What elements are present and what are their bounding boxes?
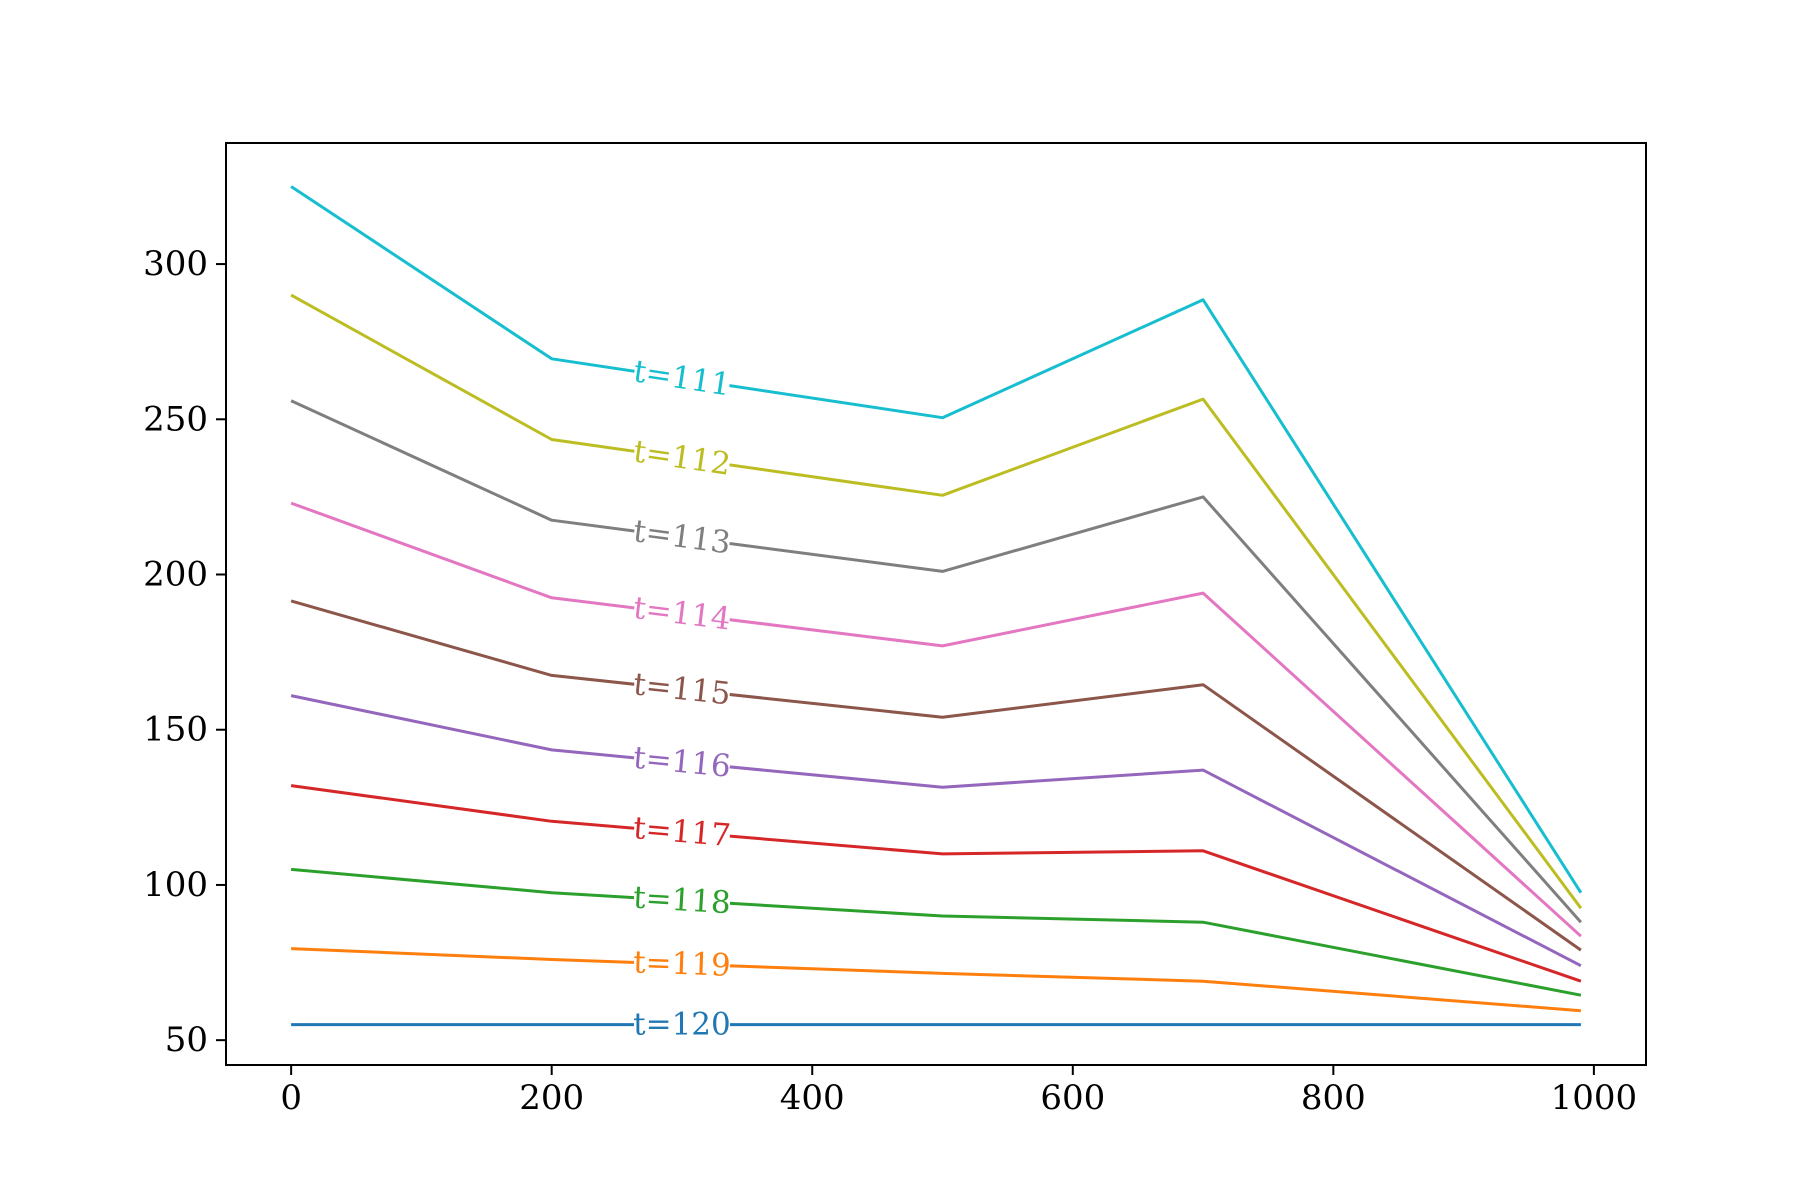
- x-tick-label: 400: [780, 1078, 845, 1118]
- series-label-t=113: t=113: [631, 513, 732, 561]
- series-label-t=111: t=111: [631, 353, 733, 403]
- series-label-t=120: t=120: [633, 1007, 731, 1043]
- plot-area-frame: [225, 142, 1647, 1066]
- series-label-background: [632, 743, 732, 781]
- y-tick-label: 300: [143, 244, 208, 284]
- series-line-t=113: [290, 399, 1583, 924]
- series-label-layer: t=120 t=119 t=118 t=117 t=116 t=115 t=114 t=113…: [631, 353, 733, 1042]
- series-label-t=117: t=117: [632, 810, 732, 854]
- series-label-background: [632, 670, 732, 709]
- series-label-t=115: t=115: [632, 666, 733, 712]
- series-label-background: [632, 517, 732, 558]
- series-label-t=112: t=112: [631, 433, 733, 482]
- series-line-t=114: [290, 501, 1582, 938]
- series-label-t=116: t=116: [632, 740, 733, 785]
- x-tick-label: 1000: [1551, 1078, 1638, 1118]
- series-layer: [290, 185, 1583, 1027]
- x-tick-label: 200: [519, 1078, 584, 1118]
- x-tick-label: 600: [1040, 1078, 1105, 1118]
- series-line-t=119: [291, 947, 1582, 1013]
- series-line-t=112: [290, 293, 1583, 910]
- series-line-t=117: [290, 784, 1582, 983]
- y-tick-label: 200: [143, 555, 208, 595]
- series-label-background: [633, 883, 731, 918]
- x-tick-label: 0: [280, 1078, 302, 1118]
- series-label-background: [632, 437, 732, 479]
- series-line-t=115: [290, 599, 1582, 952]
- series-line-t=118: [290, 867, 1582, 997]
- series-line-t=111: [290, 185, 1583, 894]
- y-tick-label: 150: [143, 710, 208, 750]
- x-tick-label: 800: [1301, 1078, 1366, 1118]
- axis-layer: 0 200 400 600 800 1000 50 100 150 200 250 300: [143, 244, 1637, 1118]
- series-label-background: [632, 357, 732, 400]
- series-label-background: [632, 594, 732, 634]
- y-tick-label: 50: [165, 1020, 208, 1060]
- y-tick-label: 250: [143, 399, 208, 439]
- series-label-t=118: t=118: [632, 880, 732, 922]
- series-label-background: [633, 948, 731, 980]
- series-label-background: [633, 1010, 730, 1039]
- series-label-t=119: t=119: [633, 944, 732, 983]
- y-tick-label: 100: [143, 865, 208, 905]
- series-line-t=116: [290, 694, 1582, 968]
- series-label-t=114: t=114: [631, 590, 732, 638]
- series-label-background: [632, 814, 731, 851]
